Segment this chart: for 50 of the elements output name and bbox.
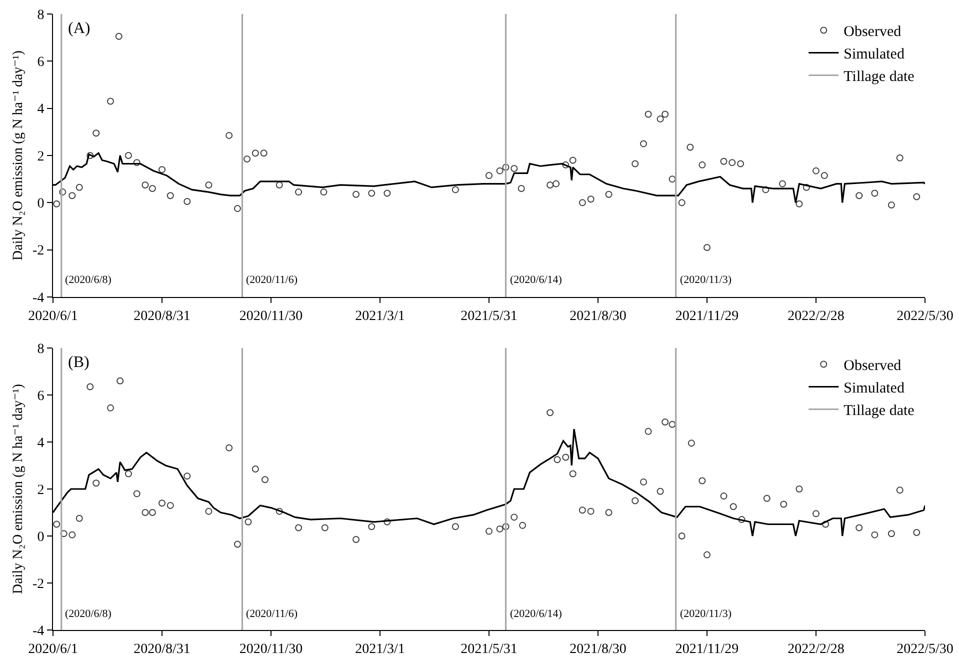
y-tick-label: 2 (37, 149, 44, 164)
x-tick-label: 2022/5/30 (896, 308, 954, 324)
x-tick-label: 2020/11/30 (239, 308, 303, 324)
y-axis-title: Daily N₂O emission (g N ha⁻¹ day⁻¹) (11, 50, 26, 261)
y-tick-label: -2 (32, 576, 44, 592)
legend-label: Observed (844, 358, 902, 374)
y-axis-title: Daily N₂O emission (g N ha⁻¹ day⁻¹) (11, 384, 26, 594)
legend-label: Simulated (844, 46, 905, 63)
annotation: (A) (68, 20, 90, 37)
annotation: (2020/6/14) (510, 608, 562, 620)
x-tick-label: 2021/8/30 (570, 308, 626, 324)
y-tick-label: 6 (37, 388, 44, 404)
y-tick-label: 8 (37, 342, 44, 357)
annotation: (2020/11/3) (680, 274, 732, 286)
x-tick-label: 2021/3/1 (355, 308, 405, 324)
x-tick-label: 2022/2/28 (788, 642, 844, 657)
x-tick-label: 2020/8/31 (134, 308, 190, 324)
legend-label: Observed (844, 24, 902, 40)
legend-label: Tillage date (844, 403, 915, 420)
x-tick-label: 2022/2/28 (788, 308, 844, 324)
annotation: (2020/6/8) (65, 274, 112, 286)
x-tick-label: 2021/8/30 (570, 642, 626, 657)
x-tick-label: 2021/5/31 (460, 308, 518, 324)
x-tick-label: 2020/6/1 (28, 642, 78, 657)
x-tick-label: 2021/5/31 (460, 642, 518, 657)
y-tick-label: 8 (37, 8, 44, 23)
y-tick-label: -2 (32, 244, 44, 259)
annotation: (2020/11/3) (680, 608, 732, 620)
annotation: (2020/11/6) (246, 274, 298, 286)
x-tick-label: 2021/11/29 (675, 642, 739, 657)
x-tick-label: 2020/11/30 (239, 642, 303, 657)
x-tick-label: 2021/11/29 (675, 308, 739, 324)
y-tick-label: -4 (32, 290, 44, 306)
y-tick-label: 6 (37, 55, 44, 70)
legend-label: Simulated (844, 380, 905, 397)
x-tick-label: 2020/6/1 (28, 308, 78, 324)
annotation: (B) (68, 354, 90, 371)
annotation: (2020/6/8) (65, 608, 112, 620)
y-tick-label: -4 (32, 624, 44, 639)
y-tick-label: 0 (37, 530, 44, 545)
annotation: (2020/6/14) (510, 274, 562, 286)
y-tick-label: 4 (37, 436, 44, 451)
annotation: (2020/11/6) (246, 608, 298, 620)
y-tick-label: 0 (37, 196, 44, 212)
y-tick-label: 4 (37, 102, 44, 118)
x-tick-label: 2020/8/31 (134, 642, 190, 657)
x-tick-label: 2022/5/30 (896, 642, 954, 657)
x-tick-label: 2021/3/1 (355, 642, 405, 657)
legend-label: Tillage date (844, 69, 915, 86)
y-tick-label: 2 (37, 482, 44, 498)
